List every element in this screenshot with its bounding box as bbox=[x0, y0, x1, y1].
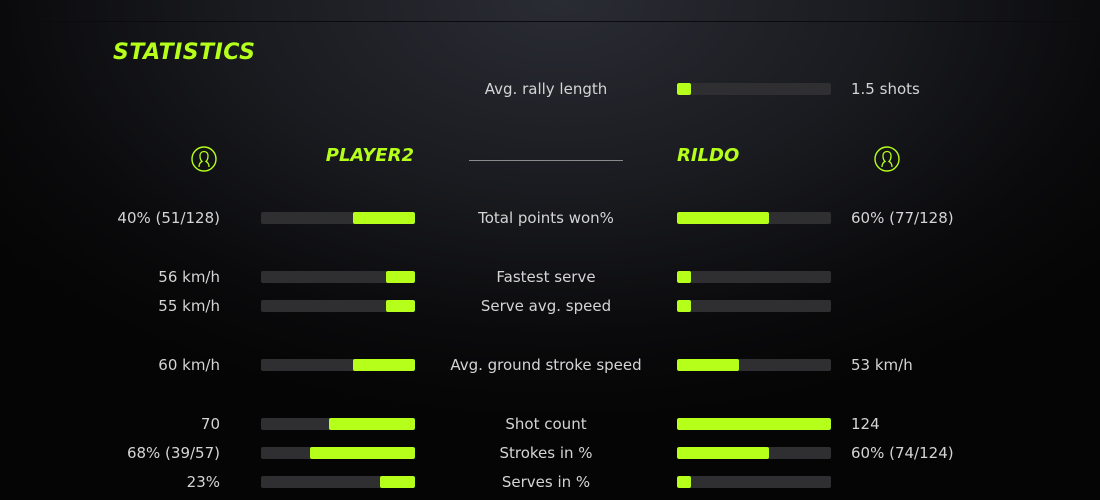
right-bar-fill bbox=[677, 359, 739, 371]
stat-row: 68% (39/57) Strokes in % 60% (74/124) bbox=[0, 443, 1100, 463]
right-bar-fill bbox=[677, 271, 691, 283]
left-bar-fill bbox=[379, 476, 415, 488]
stat-row: 60 km/h Avg. ground stroke speed 53 km/h bbox=[0, 355, 1100, 375]
rally-label: Avg. rally length bbox=[484, 80, 608, 98]
left-bar bbox=[261, 300, 415, 312]
right-bar-fill bbox=[677, 300, 691, 312]
left-bar-fill bbox=[310, 447, 415, 459]
left-bar-fill bbox=[385, 300, 415, 312]
right-player-name: RILDO bbox=[677, 145, 740, 166]
right-bar bbox=[677, 359, 831, 371]
top-divider bbox=[0, 21, 1100, 22]
header-divider bbox=[469, 160, 623, 161]
left-player-name: PLAYER2 bbox=[325, 145, 414, 166]
right-bar bbox=[677, 418, 831, 430]
left-value: 40% (51/128) bbox=[117, 209, 220, 227]
left-bar-fill bbox=[353, 359, 415, 371]
stat-label: Strokes in % bbox=[499, 444, 593, 462]
right-bar-fill bbox=[677, 212, 770, 224]
left-bar-fill bbox=[328, 418, 415, 430]
stat-label: Fastest serve bbox=[496, 268, 596, 286]
right-bar bbox=[677, 300, 831, 312]
left-bar bbox=[261, 447, 415, 459]
page-title: STATISTICS bbox=[113, 40, 256, 65]
left-value: 55 km/h bbox=[158, 297, 220, 315]
user-circle-icon bbox=[191, 146, 217, 172]
stat-label: Total points won% bbox=[478, 209, 614, 227]
right-bar bbox=[677, 476, 831, 488]
stat-label: Avg. ground stroke speed bbox=[450, 356, 642, 374]
left-bar-fill bbox=[385, 271, 415, 283]
right-value: 60% (74/124) bbox=[851, 444, 954, 462]
left-bar bbox=[261, 359, 415, 371]
stat-row: 40% (51/128) Total points won% 60% (77/1… bbox=[0, 208, 1100, 228]
right-bar bbox=[677, 271, 831, 283]
stat-label: Shot count bbox=[505, 415, 587, 433]
rally-bar bbox=[677, 83, 831, 95]
left-value: 23% bbox=[186, 473, 220, 491]
user-circle-icon bbox=[874, 146, 900, 172]
right-bar-fill bbox=[677, 447, 770, 459]
rally-bar-fill bbox=[677, 83, 691, 95]
left-value: 60 km/h bbox=[158, 356, 220, 374]
left-value: 70 bbox=[200, 415, 220, 433]
left-bar bbox=[261, 418, 415, 430]
right-bar-fill bbox=[677, 418, 831, 430]
left-bar bbox=[261, 271, 415, 283]
stat-label: Serves in % bbox=[501, 473, 591, 491]
rally-row: Avg. rally length 1.5 shots bbox=[0, 79, 1100, 99]
left-value: 56 km/h bbox=[158, 268, 220, 286]
stat-row: 70 Shot count 124 bbox=[0, 414, 1100, 434]
right-value: 60% (77/128) bbox=[851, 209, 954, 227]
stat-row: 55 km/h Serve avg. speed bbox=[0, 296, 1100, 316]
left-value: 68% (39/57) bbox=[126, 444, 220, 462]
left-bar-fill bbox=[353, 212, 415, 224]
left-bar bbox=[261, 212, 415, 224]
stat-row: 56 km/h Fastest serve bbox=[0, 267, 1100, 287]
right-bar bbox=[677, 447, 831, 459]
right-value: 53 km/h bbox=[851, 356, 913, 374]
stat-row: 23% Serves in % bbox=[0, 472, 1100, 492]
right-bar bbox=[677, 212, 831, 224]
right-bar-fill bbox=[677, 476, 691, 488]
left-bar bbox=[261, 476, 415, 488]
rally-value: 1.5 shots bbox=[851, 80, 920, 98]
stat-label: Serve avg. speed bbox=[480, 297, 612, 315]
right-value: 124 bbox=[851, 415, 880, 433]
